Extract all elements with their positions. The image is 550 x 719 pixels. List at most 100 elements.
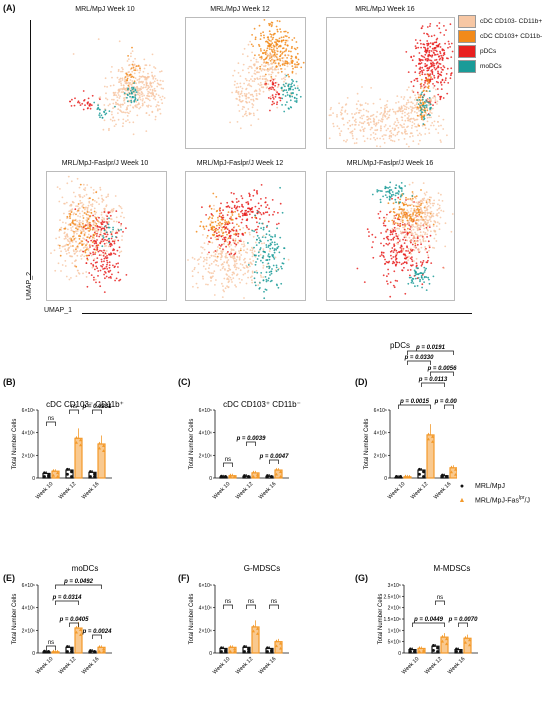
umap-point [63,227,66,230]
umap-point [105,92,107,95]
umap-point [243,267,246,269]
umap-point [392,251,395,253]
umap-point [67,247,70,250]
umap-point [84,246,87,248]
umap-point [233,84,236,86]
umap-point [73,231,75,233]
data-point-lpr [468,643,471,647]
umap-point [430,65,433,67]
umap-point [78,272,81,275]
umap-point [404,216,407,218]
umap-point [193,268,196,271]
umap-point [296,66,298,68]
umap-point [205,225,208,228]
umap-point [420,69,423,72]
umap-point [192,285,194,288]
umap-point [437,72,439,74]
umap-point [203,248,206,251]
umap-point [436,221,439,224]
umap-point [370,87,372,89]
umap-point [430,50,433,52]
umap-point [372,117,375,120]
umap-point [130,99,132,102]
umap-point [235,234,237,236]
umap-point [131,88,134,91]
umap-point [416,91,419,94]
umap-point [95,244,98,247]
umap-point [439,216,442,219]
umap-point [151,91,153,94]
umap-point [242,206,244,208]
umap-point [411,132,413,135]
umap-point [220,215,223,218]
umap-point [247,276,249,279]
umap-point [128,83,131,85]
umap-title-6: MRL/MpJ-Faslpr/J Week 16 [346,160,434,167]
umap-point [95,223,98,225]
umap-point [394,134,397,137]
umap-point [435,88,437,91]
umap-point [223,243,225,245]
umap-point [423,89,425,92]
umap-point [328,114,331,117]
umap-point [273,60,276,62]
umap-point [275,46,278,48]
umap-point [336,125,339,127]
umap-point [368,235,370,237]
umap-point [94,222,97,224]
umap-point [240,254,243,256]
umap-point [405,143,408,145]
umap-point [394,111,397,114]
panel-label-b: (B) [3,377,16,387]
umap-point [433,237,436,240]
umap-point [405,199,407,201]
umap-point [403,266,405,269]
umap-point [243,259,245,261]
umap-point [352,116,354,119]
umap-point [433,34,436,37]
umap-point [115,101,117,104]
data-point-mrl [220,475,223,478]
umap-point [157,104,160,107]
umap-point [97,270,100,272]
umap-point [392,284,395,287]
umap-point [384,258,386,261]
umap-point [275,38,277,41]
umap-point [430,76,432,79]
umap-point [86,206,89,209]
chart-title: G-MDSCs [244,564,280,573]
umap-point [94,213,97,215]
umap-point [440,54,443,57]
umap-point [61,264,64,266]
umap-point [387,187,390,189]
significance-label: p = 0.0056 [427,366,457,372]
umap-point [270,54,273,57]
umap-point [288,94,291,97]
umap-point [413,99,416,101]
umap-point [432,65,435,67]
umap-point [81,102,84,105]
umap-point [377,189,380,192]
umap-point [404,185,406,187]
umap-point [207,283,209,286]
umap-point [103,249,105,252]
umap-point [96,230,99,233]
legend-item-cdc-cd11b: cDC CD103- CD11b+ [458,14,542,29]
data-point-lpr [279,470,282,474]
umap-point [202,234,204,236]
umap-point [93,210,96,213]
umap-point [267,53,270,56]
umap-point [263,19,266,21]
significance-bracket [398,404,431,409]
umap-point [282,83,285,86]
umap-point [395,249,398,252]
umap-point [99,269,102,272]
umap-point [436,66,439,68]
umap-point [251,93,253,96]
umap-point [132,106,135,109]
umap-point [399,208,402,210]
umap-point [385,217,388,219]
significance-label: p = 0.0024 [82,629,113,635]
umap-point [68,237,71,240]
umap-point [223,226,225,228]
